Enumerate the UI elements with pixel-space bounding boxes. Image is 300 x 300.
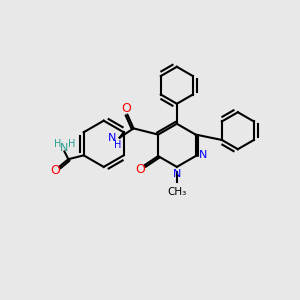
Text: N: N [173, 169, 181, 179]
Text: O: O [136, 163, 146, 176]
Text: H: H [68, 139, 75, 149]
Text: N: N [108, 134, 117, 143]
Text: H: H [54, 139, 61, 149]
Text: H: H [115, 140, 122, 150]
Text: N: N [199, 150, 207, 160]
Text: O: O [121, 102, 131, 115]
Text: CH₃: CH₃ [167, 187, 187, 197]
Text: N: N [60, 143, 69, 153]
Text: O: O [50, 164, 60, 177]
